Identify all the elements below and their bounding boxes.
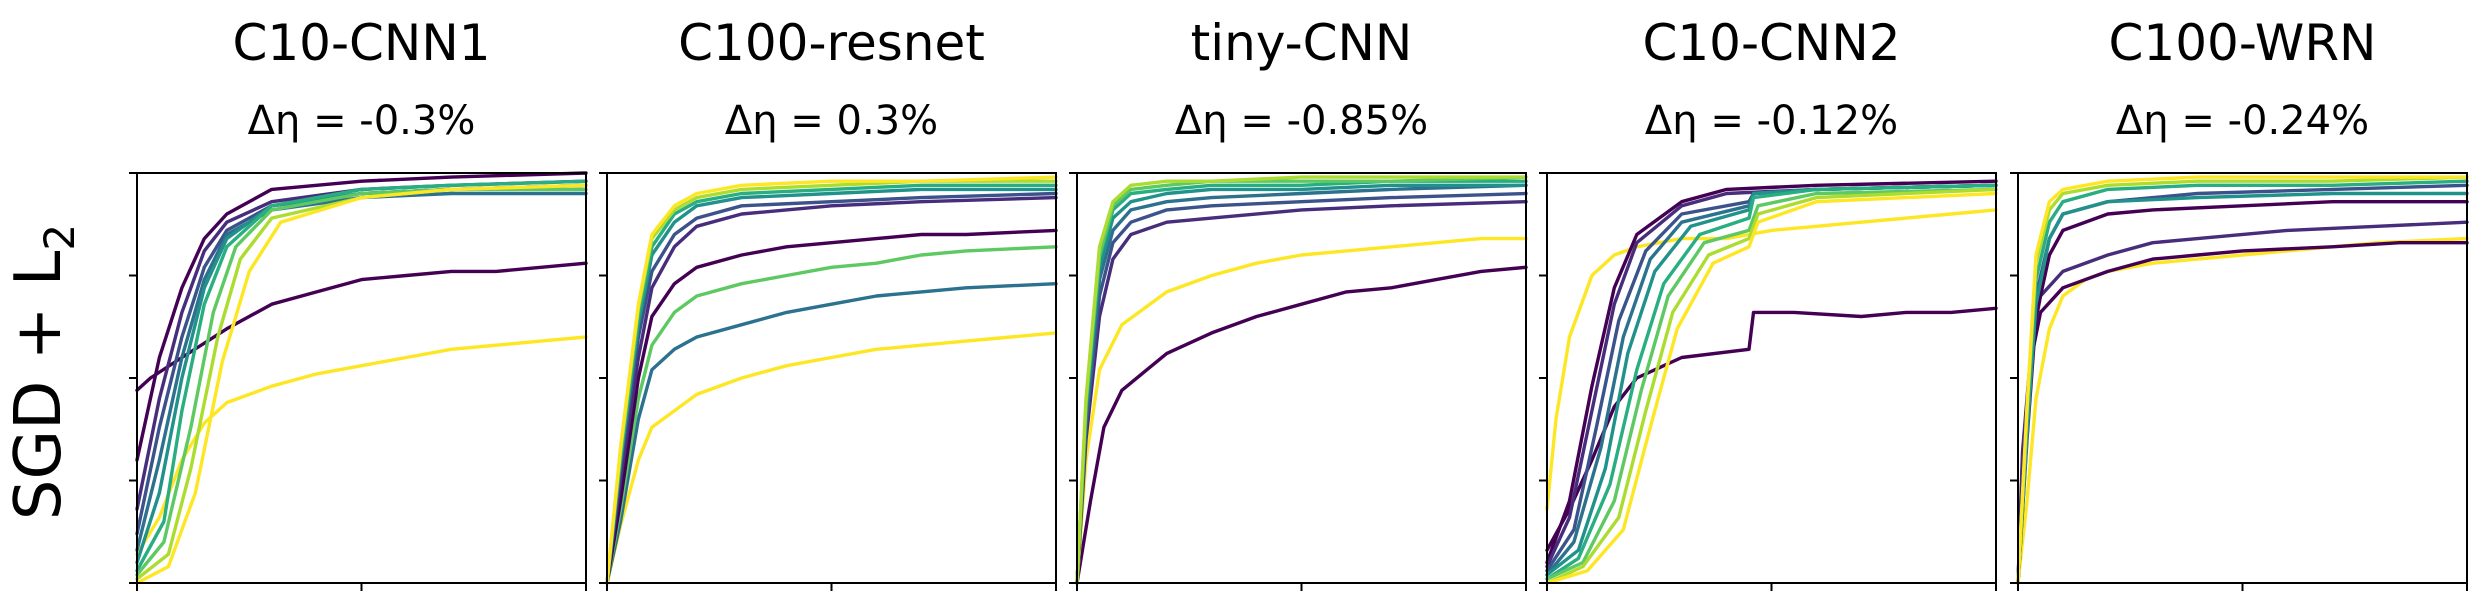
series-line-10 [135,183,588,581]
panel-1: C10-CNN1 Δη = -0.3% [129,14,588,591]
panel-title: tiny-CNN [1191,14,1413,72]
series-line-2 [605,282,1058,585]
series-line-3 [1075,199,1528,585]
series-line-6 [1075,183,1528,585]
panel-subtitle: Δη = -0.12% [1645,98,1898,144]
series-line-10 [605,175,1058,585]
panel-subtitle: Δη = 0.3% [725,98,938,144]
row-label: SGD + L2 [2,224,84,520]
series-line-1 [605,331,1058,585]
panel-title: C10-CNN2 [1642,14,1900,72]
series-line-6 [1545,183,1998,577]
series-line-8 [135,179,588,573]
series-line-1 [1545,208,1998,511]
series-group [1545,179,1998,585]
series-line-3 [135,171,588,462]
series-line-4 [605,228,1058,585]
series-line-7 [1545,183,1998,577]
series-line-5 [2016,183,2469,585]
panel-2: C100-resnet Δη = 0.3% [599,14,1058,591]
series-line-6 [605,191,1058,585]
series-line-5 [1075,183,1528,585]
series-line-3 [605,245,1058,585]
series-group [1075,175,1528,585]
panel-3: tiny-CNN Δη = -0.85% [1069,14,1528,591]
series-group [135,171,588,585]
series-line-3 [2016,220,2469,585]
panel-title: C100-WRN [2109,14,2377,72]
series-line-9 [1545,187,1998,581]
series-line-2 [2016,240,2469,585]
series-line-8 [2016,175,2469,585]
series-line-4 [135,179,588,511]
series-line-5 [605,195,1058,585]
series-line-2 [1545,306,1998,552]
series-line-11 [1545,191,1998,585]
plot-frame [136,172,587,584]
series-line-6 [135,191,588,552]
series-line-8 [1545,183,1998,581]
series-group [2016,175,2469,585]
series-line-1 [1075,265,1528,585]
series-line-8 [1075,175,1528,585]
panel-subtitle: Δη = -0.3% [248,98,476,144]
row-label-subscript: 2 [35,224,84,251]
panel-5: C100-WRN Δη = -0.24% [2010,14,2469,591]
series-group [605,175,1058,585]
panel-title: C10-CNN1 [232,14,490,72]
series-line-10 [1545,187,1998,585]
series-line-4 [1075,191,1528,585]
panel-subtitle: Δη = -0.24% [2116,98,2369,144]
panels: C10-CNN1 Δη = -0.3% C100-resnet Δη = 0.3% ti… [129,14,2469,591]
plot-frame [1076,172,1527,584]
panel-subtitle: Δη = -0.85% [1175,98,1428,144]
series-line-3 [1545,179,1998,565]
series-line-9 [2016,175,2469,585]
series-line-9 [1075,175,1528,585]
series-line-1 [2016,236,2469,585]
panel-title: C100-resnet [678,14,985,72]
series-line-11 [135,183,588,585]
panel-4: C10-CNN2 Δη = -0.12% [1539,14,1998,591]
series-line-9 [135,187,588,577]
series-line-2 [1075,236,1528,585]
series-line-4 [2016,199,2469,585]
